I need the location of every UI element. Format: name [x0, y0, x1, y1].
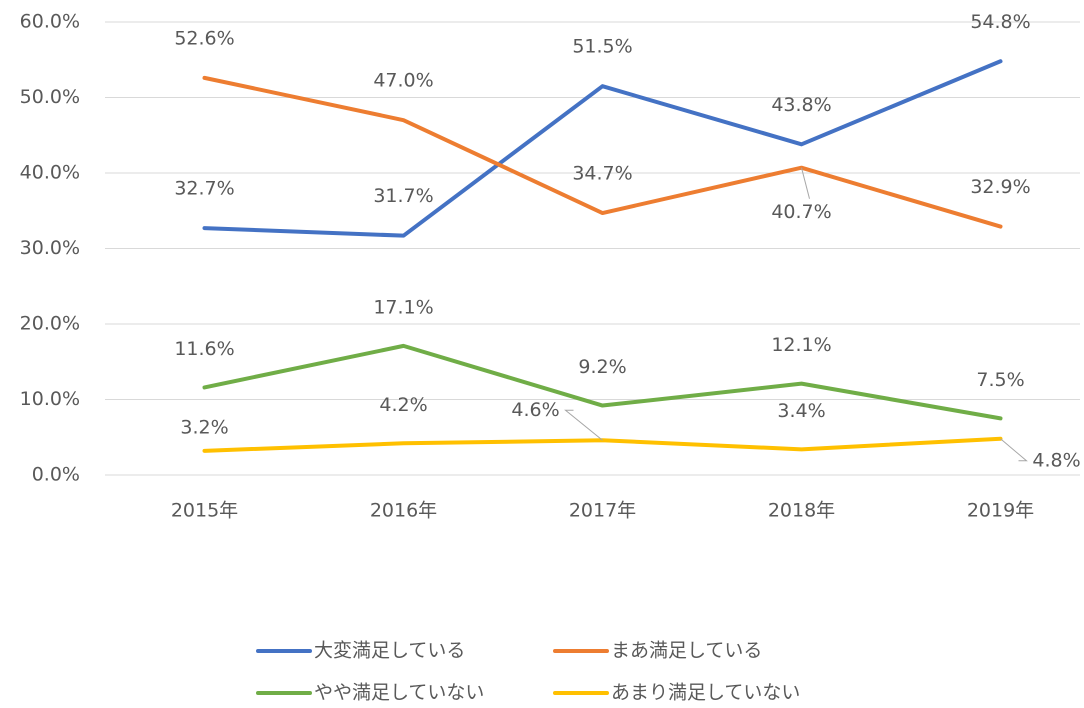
leader-line [801, 167, 810, 199]
legend-label: まあ満足している [611, 640, 762, 662]
legend-label: あまり満足していない [611, 682, 800, 704]
data-label: 31.7% [373, 185, 433, 207]
leader-line [1000, 438, 1028, 462]
x-tick-label: 2018年 [768, 500, 835, 522]
y-tick-label: 60.0% [20, 11, 80, 33]
series-line [202, 59, 1003, 238]
x-tick-label: 2016年 [370, 500, 437, 522]
x-tick-label: 2015年 [171, 500, 238, 522]
y-tick-label: 40.0% [20, 162, 80, 184]
data-label: 17.1% [373, 296, 433, 318]
data-label: 7.5% [976, 369, 1024, 391]
y-tick-label: 30.0% [20, 237, 80, 259]
y-tick-label: 10.0% [20, 388, 80, 410]
data-label: 9.2% [578, 356, 626, 378]
data-label: 34.7% [572, 163, 632, 185]
series-line [202, 343, 1003, 421]
data-label: 12.1% [771, 334, 831, 356]
series-line [202, 75, 1003, 229]
x-tick-label: 2019年 [967, 500, 1034, 522]
legend-label: 大変満足している [314, 640, 465, 662]
data-label: 51.5% [572, 36, 632, 58]
y-tick-label: 0.0% [32, 464, 80, 486]
legend-label: やや満足していない [314, 682, 484, 704]
data-label: 3.2% [180, 416, 228, 438]
data-label: 54.8% [970, 11, 1030, 33]
x-tick-label: 2017年 [569, 500, 636, 522]
series-line [202, 436, 1003, 453]
data-label: 43.8% [771, 94, 831, 116]
y-tick-label: 20.0% [20, 313, 80, 335]
data-label: 4.8% [1032, 449, 1080, 471]
data-label: 47.0% [373, 70, 433, 92]
y-tick-label: 50.0% [20, 86, 80, 108]
data-label: 32.9% [970, 176, 1030, 198]
leader-line [564, 409, 603, 441]
data-label: 11.6% [174, 338, 234, 360]
data-label: 4.2% [379, 394, 427, 416]
data-label: 52.6% [174, 27, 234, 49]
data-label: 40.7% [771, 201, 831, 223]
data-label: 3.4% [777, 400, 825, 422]
data-label: 32.7% [174, 178, 234, 200]
data-label: 4.6% [511, 399, 559, 421]
